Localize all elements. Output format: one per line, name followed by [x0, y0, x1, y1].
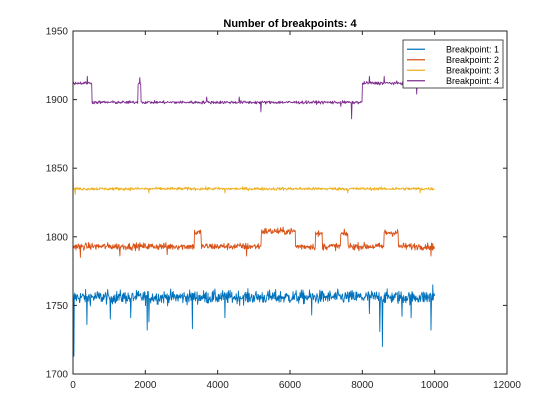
legend-label: Breakpoint: 4: [446, 76, 499, 86]
series-line-1: [72, 284, 435, 357]
x-axis: 0 2000 4000 6000 8000 10000 12000: [70, 31, 521, 391]
legend-label: Breakpoint: 1: [446, 44, 499, 54]
y-tick-label: 1950: [46, 27, 69, 38]
x-tick-label: 0: [70, 380, 76, 391]
y-axis: 1700 1750 1800 1850 1900 1950: [46, 27, 507, 381]
y-tick-label: 1700: [46, 370, 69, 381]
series-line-3: [72, 169, 435, 195]
x-tick-label: 10000: [421, 380, 449, 391]
y-tick-label: 1850: [46, 164, 69, 175]
x-tick-label: 12000: [493, 380, 521, 391]
y-tick-label: 1900: [46, 95, 69, 106]
legend-box: [402, 39, 504, 89]
legend-label: Breakpoint: 3: [446, 65, 499, 75]
x-tick-label: 6000: [279, 380, 302, 391]
y-tick-label: 1800: [46, 232, 69, 243]
x-tick-label: 8000: [351, 380, 374, 391]
legend-label: Breakpoint: 2: [446, 55, 499, 65]
y-tick-label: 1750: [46, 301, 69, 312]
x-tick-label: 2000: [134, 380, 157, 391]
series-line-2: [72, 226, 435, 258]
series-layer: [72, 75, 435, 357]
x-tick-label: 4000: [207, 380, 230, 391]
series-line-4: [72, 75, 435, 120]
chart-title: Number of breakpoints: 4: [223, 18, 357, 30]
